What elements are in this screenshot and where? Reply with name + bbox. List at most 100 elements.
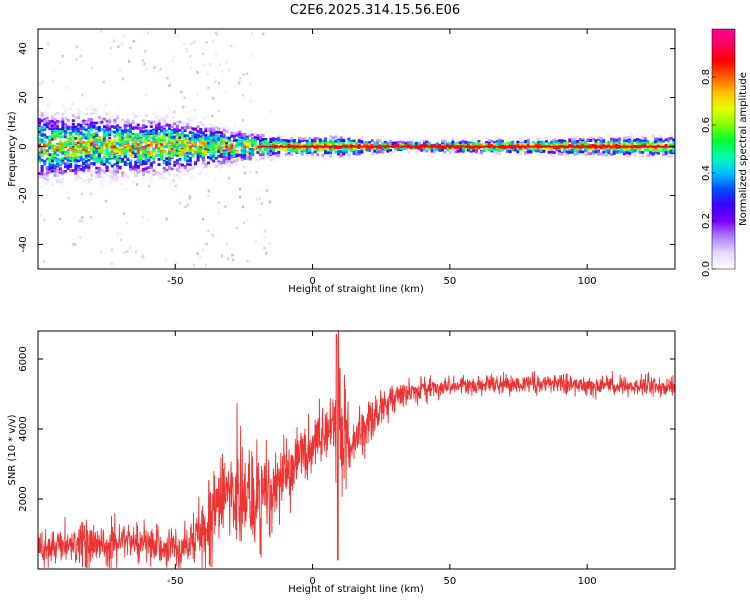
spectrogram-cell xyxy=(61,159,65,163)
spectrogram-cell xyxy=(610,140,613,144)
spectrogram-cell xyxy=(194,128,197,131)
spectrogram-cell xyxy=(240,151,244,155)
spectrogram-cell xyxy=(113,121,117,124)
spectrogram-cell xyxy=(454,150,457,154)
spectrogram-cell xyxy=(324,143,327,147)
spectrogram-cell xyxy=(360,140,364,143)
spectrogram-cell xyxy=(118,150,122,154)
spectrogram-cell xyxy=(175,129,179,133)
spectrogram-cell xyxy=(204,153,208,157)
spectrogram-cell xyxy=(240,154,244,157)
spectrogram-cell xyxy=(99,250,102,253)
spectrogram-cell xyxy=(43,196,47,200)
spectrogram-cell xyxy=(250,32,254,35)
spectrogram-cell xyxy=(451,140,455,144)
spectrogram-cell xyxy=(212,133,216,137)
spectrogram-cell xyxy=(105,152,109,156)
spectrogram-cell xyxy=(129,168,132,171)
spectrogram-cell xyxy=(178,158,182,161)
spectrogram-cell xyxy=(95,137,99,141)
snr-series-line xyxy=(38,331,675,569)
spectrogram-cell xyxy=(183,150,187,153)
spectrogram-cell xyxy=(272,148,275,151)
spectrogram-cell xyxy=(545,154,548,158)
spectrogram-cell xyxy=(123,34,126,37)
spectrogram-cell xyxy=(435,147,439,151)
spectrogram-cell xyxy=(131,119,135,123)
spectrogram-cell xyxy=(186,156,190,159)
spectrogram-cell xyxy=(105,119,109,123)
spectrogram-cell xyxy=(121,171,125,175)
spectrogram-cell xyxy=(573,137,577,141)
spectrogram-cell xyxy=(84,164,88,168)
spectrogram-cell xyxy=(268,110,271,114)
spectrogram-cell xyxy=(638,150,642,154)
spectrogram-cell xyxy=(67,146,70,150)
spectrogram-cell xyxy=(248,138,252,142)
spectrogram-cell xyxy=(268,200,271,204)
spectrogram-cell xyxy=(630,150,634,154)
spectrogram-cell xyxy=(199,109,203,113)
spectrogram-cell xyxy=(360,136,364,140)
spectrogram-cell xyxy=(173,152,177,156)
spectrogram-cell xyxy=(105,133,109,137)
spectrogram-cell xyxy=(90,118,93,121)
spectrogram-cell xyxy=(160,172,164,176)
spectrogram-cell xyxy=(279,141,283,145)
spectrogram-cell xyxy=(160,156,164,160)
spectrogram-cell xyxy=(534,135,538,139)
spectrogram-cell xyxy=(93,108,96,111)
spectrogram-cell xyxy=(129,163,132,167)
snr-frame xyxy=(37,330,676,570)
spectrogram-cell xyxy=(170,147,174,151)
spectrogram-cell xyxy=(578,143,582,146)
spectrogram-cell xyxy=(243,126,247,130)
spectrogram-cell xyxy=(40,138,44,142)
spectrogram-cell xyxy=(188,139,192,143)
spectrogram-cell xyxy=(591,150,595,154)
spectrogram-cell xyxy=(324,137,327,141)
spectrogram-cell xyxy=(144,136,148,140)
spectrogram-cell xyxy=(131,143,135,146)
spectrogram-cell xyxy=(79,168,83,171)
spectrogram-cell xyxy=(92,147,96,151)
spectrogram-cell xyxy=(591,153,595,156)
spectrogram-cell xyxy=(225,242,228,246)
spectrogram-cell xyxy=(45,97,49,100)
spectrogram-cell xyxy=(495,147,499,151)
spectrogram-cell xyxy=(100,158,104,162)
spectrogram-cell xyxy=(576,141,580,145)
spectrogram-cell xyxy=(651,143,655,147)
spectrogram-cell xyxy=(662,161,665,165)
spectrogram-cell xyxy=(84,133,88,137)
spectrogram-cell xyxy=(188,167,192,171)
spectrogram-cell xyxy=(51,124,54,128)
spectrogram-cell xyxy=(231,258,234,262)
spectrogram-cell xyxy=(149,131,153,135)
spectrogram-cell xyxy=(256,148,260,152)
spectrogram-cell xyxy=(220,147,223,150)
spectrogram-cell xyxy=(144,93,147,97)
x-tick-label: 0 xyxy=(309,276,315,287)
spectrogram-cell xyxy=(134,135,138,138)
spectrogram-cell xyxy=(365,141,369,144)
spectrogram-cell xyxy=(292,148,296,151)
spectrogram-cell xyxy=(159,68,162,71)
spectrogram-cell xyxy=(178,162,182,166)
spectrogram-cell xyxy=(214,148,218,151)
colorbar-gradient xyxy=(712,29,735,269)
spectrogram-cell xyxy=(662,153,665,157)
spectrogram-cell xyxy=(84,136,88,140)
spectrogram-cell xyxy=(108,120,112,124)
spectrogram-cell xyxy=(79,134,83,138)
spectrogram-cell xyxy=(92,158,96,161)
spectrogram-cell xyxy=(66,191,69,194)
spectrogram-cell xyxy=(227,139,231,143)
spectrogram-cell xyxy=(357,144,361,147)
spectrogram-cell xyxy=(214,31,217,34)
spectrogram-cell xyxy=(615,138,619,142)
spectrogram-cell xyxy=(227,158,231,162)
spectrogram-cell xyxy=(222,155,226,159)
spectrogram-cell xyxy=(116,232,120,235)
spectrogram-cell xyxy=(82,121,86,125)
